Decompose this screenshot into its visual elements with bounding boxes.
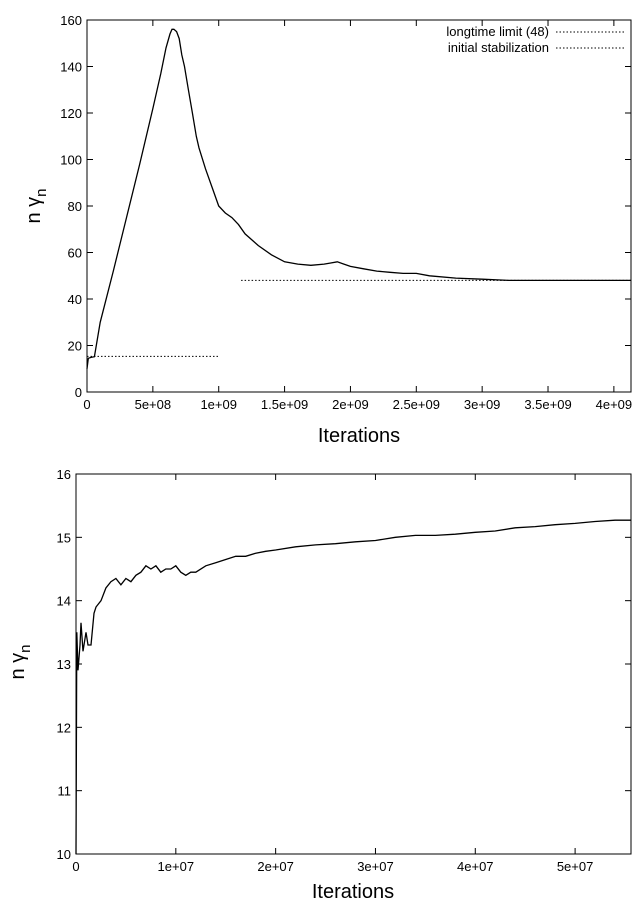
series-line [75,519,631,855]
y-tick-label: 40 [68,292,82,307]
y-axis-label-subscript: n [33,188,50,196]
y-axis-ticks: 0 20 40 60 80 100 120 140 160 [60,13,631,400]
y-tick-label: 10 [57,847,71,862]
x-tick-label: 3e+09 [464,397,501,412]
x-tick-label: 5e+08 [135,397,172,412]
y-tick-label: 120 [60,106,82,121]
x-tick-label: 4e+09 [596,397,633,412]
chart-bottom: 0 1e+07 2e+07 3e+07 4e+07 5e+07 1011121314151… [7,467,632,903]
y-tick-label: 11 [58,784,72,799]
x-axis-label: Iterations [312,881,394,903]
y-tick-label: 14 [57,594,71,609]
y-tick-label: 15 [57,530,71,545]
plot-frame [75,473,632,855]
x-axis-ticks: 0 1e+07 2e+07 3e+07 4e+07 5e+07 [72,474,593,874]
y-axis-ticks: 10 11 12 13 14 15 16 [57,467,631,862]
chart-top: 0 5e+08 1e+09 1.5e+09 2e+09 2.5e+09 3e+09 3.5e+… [23,13,632,447]
y-tick-label: 60 [68,246,82,261]
series-layer [75,519,631,855]
legend-entry-label: longtime limit (48) [446,24,549,39]
series-layer [86,28,631,369]
y-tick-label: 16 [57,467,71,482]
y-axis-label-subscript: n [17,644,34,652]
y-axis-label-main: n γ [23,197,45,224]
y-tick-label: 12 [57,720,71,735]
y-axis-label: n γn [7,644,34,679]
y-axis-label: n γn [23,188,50,223]
x-tick-label: 1e+09 [200,397,237,412]
y-tick-label: 100 [60,153,82,168]
y-tick-label: 160 [60,13,82,28]
y-tick-label: 0 [75,385,82,400]
x-tick-label: 1e+07 [158,859,195,874]
y-tick-label: 20 [68,339,82,354]
y-axis-label-main: n γ [7,653,29,680]
x-tick-label: 2e+09 [332,397,369,412]
x-tick-label: 5e+07 [557,859,594,874]
x-tick-label: 2.5e+09 [393,397,440,412]
y-tick-label: 13 [57,657,71,672]
legend: longtime limit (48)initial stabilization [446,24,625,55]
y-tick-label: 80 [68,199,82,214]
series-line [86,28,631,369]
x-tick-label: 2e+07 [257,859,294,874]
y-tick-label: 140 [60,60,82,75]
x-tick-label: 4e+07 [457,859,494,874]
x-tick-label: 0 [72,859,79,874]
x-axis-label: Iterations [318,425,400,447]
x-tick-label: 3.5e+09 [524,397,571,412]
plot-frame [86,19,632,393]
x-tick-label: 0 [83,397,90,412]
x-tick-label: 1.5e+09 [261,397,308,412]
x-tick-label: 3e+07 [357,859,394,874]
legend-entry-label: initial stabilization [448,40,549,55]
x-axis-ticks: 0 5e+08 1e+09 1.5e+09 2e+09 2.5e+09 3e+09 3.5e+… [83,20,632,412]
